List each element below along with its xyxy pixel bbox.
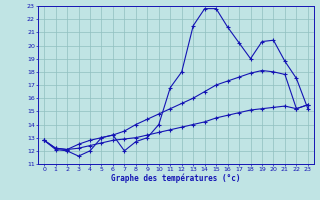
X-axis label: Graphe des températures (°c): Graphe des températures (°c) [111, 174, 241, 183]
